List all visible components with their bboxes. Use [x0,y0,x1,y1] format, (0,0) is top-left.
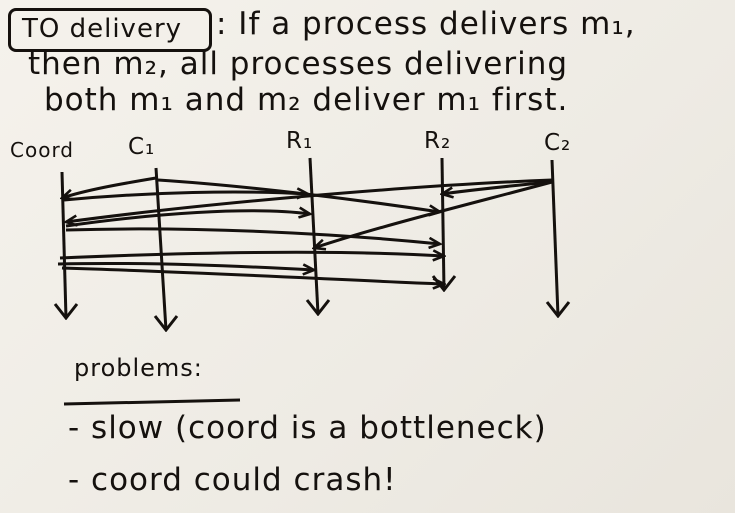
timeline-r2 [442,157,444,290]
process-label-r2: R₂ [424,128,452,154]
problem-item: - slow (coord is a bottleneck) [68,410,547,446]
definition-line-1: : If a process delivers m₁, [216,6,636,42]
process-label-c2: C₂ [544,130,572,156]
message-c2-to-r2 [442,180,551,194]
message-c2-to-r1 [314,180,553,248]
problem-item: - coord could crash! [68,462,397,498]
message-coord-to-r1-b [65,211,310,228]
problems-underline [63,398,241,406]
problems-heading: problems: [74,354,203,382]
process-label-c1: C₁ [128,134,156,160]
process-label-r1: R₁ [286,128,314,154]
message-coord-to-r2-b [59,252,444,258]
process-label-coord: Coord [10,138,75,162]
message-coord-to-r1-c [57,261,314,270]
definition-term: TO delivery [22,14,183,44]
message-coord-to-r2-a [65,227,440,244]
definition-line-3: both m₁ and m₂ deliver m₁ first. [44,82,569,118]
timeline-r1 [310,157,318,314]
message-c2-to-coord [66,178,553,222]
message-coord-to-r1-a [63,192,308,202]
timeline-c2 [552,159,558,316]
definition-term-box [8,8,212,52]
message-c1-to-coord [62,176,157,198]
message-coord-to-r2-c [61,266,444,284]
timeline-coord [62,171,66,318]
definition-line-2: then m₂, all processes delivering [28,46,569,82]
